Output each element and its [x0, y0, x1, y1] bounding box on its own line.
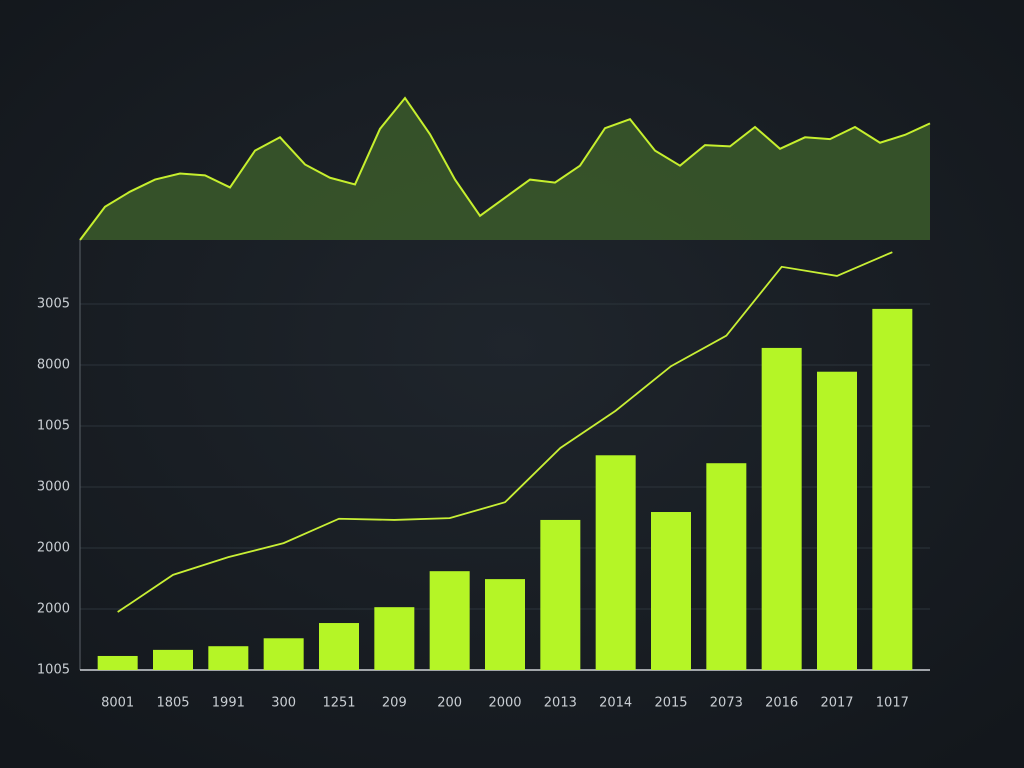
x-tick-label: 2017 — [820, 696, 853, 711]
x-tick-label: 2016 — [765, 696, 798, 711]
y-tick-label: 1005 — [37, 663, 70, 678]
y-tick-label: 1005 — [37, 419, 70, 434]
bar — [595, 455, 636, 670]
bar — [706, 463, 747, 670]
x-tick-label: 2014 — [599, 696, 632, 711]
bar — [540, 519, 581, 670]
x-tick-label: 2000 — [488, 696, 521, 711]
bar — [374, 607, 415, 670]
bar — [817, 371, 857, 670]
bar — [263, 638, 304, 670]
y-tick-label: 8000 — [37, 358, 70, 373]
x-tick-label: 1805 — [156, 696, 189, 711]
x-tick-label: 1017 — [876, 696, 909, 711]
x-tick-label: 2013 — [544, 696, 577, 711]
bar — [872, 308, 913, 670]
x-tick-label: 200 — [437, 696, 462, 711]
bar — [651, 512, 691, 670]
x-tick-label: 209 — [382, 696, 407, 711]
bar — [761, 347, 802, 670]
x-tick-label: 2073 — [710, 696, 743, 711]
bar — [485, 579, 525, 670]
bar — [429, 571, 470, 670]
line — [117, 251, 893, 613]
y-tick-label: 2000 — [37, 602, 70, 617]
y-tick-label: 3005 — [37, 297, 70, 312]
bar — [97, 655, 138, 670]
x-tick-label: 1251 — [322, 696, 355, 711]
x-tick-label: 1991 — [212, 696, 245, 711]
bar — [208, 646, 249, 670]
y-tick-label: 3000 — [37, 480, 70, 495]
bar — [319, 623, 359, 670]
y-tick-label: 2000 — [37, 541, 70, 556]
area-line — [79, 96, 931, 241]
x-tick-label: 300 — [271, 696, 296, 711]
x-tick-label: 2015 — [654, 696, 687, 711]
area — [80, 98, 930, 240]
x-tick-label: 8001 — [101, 696, 134, 711]
bar — [153, 649, 193, 670]
